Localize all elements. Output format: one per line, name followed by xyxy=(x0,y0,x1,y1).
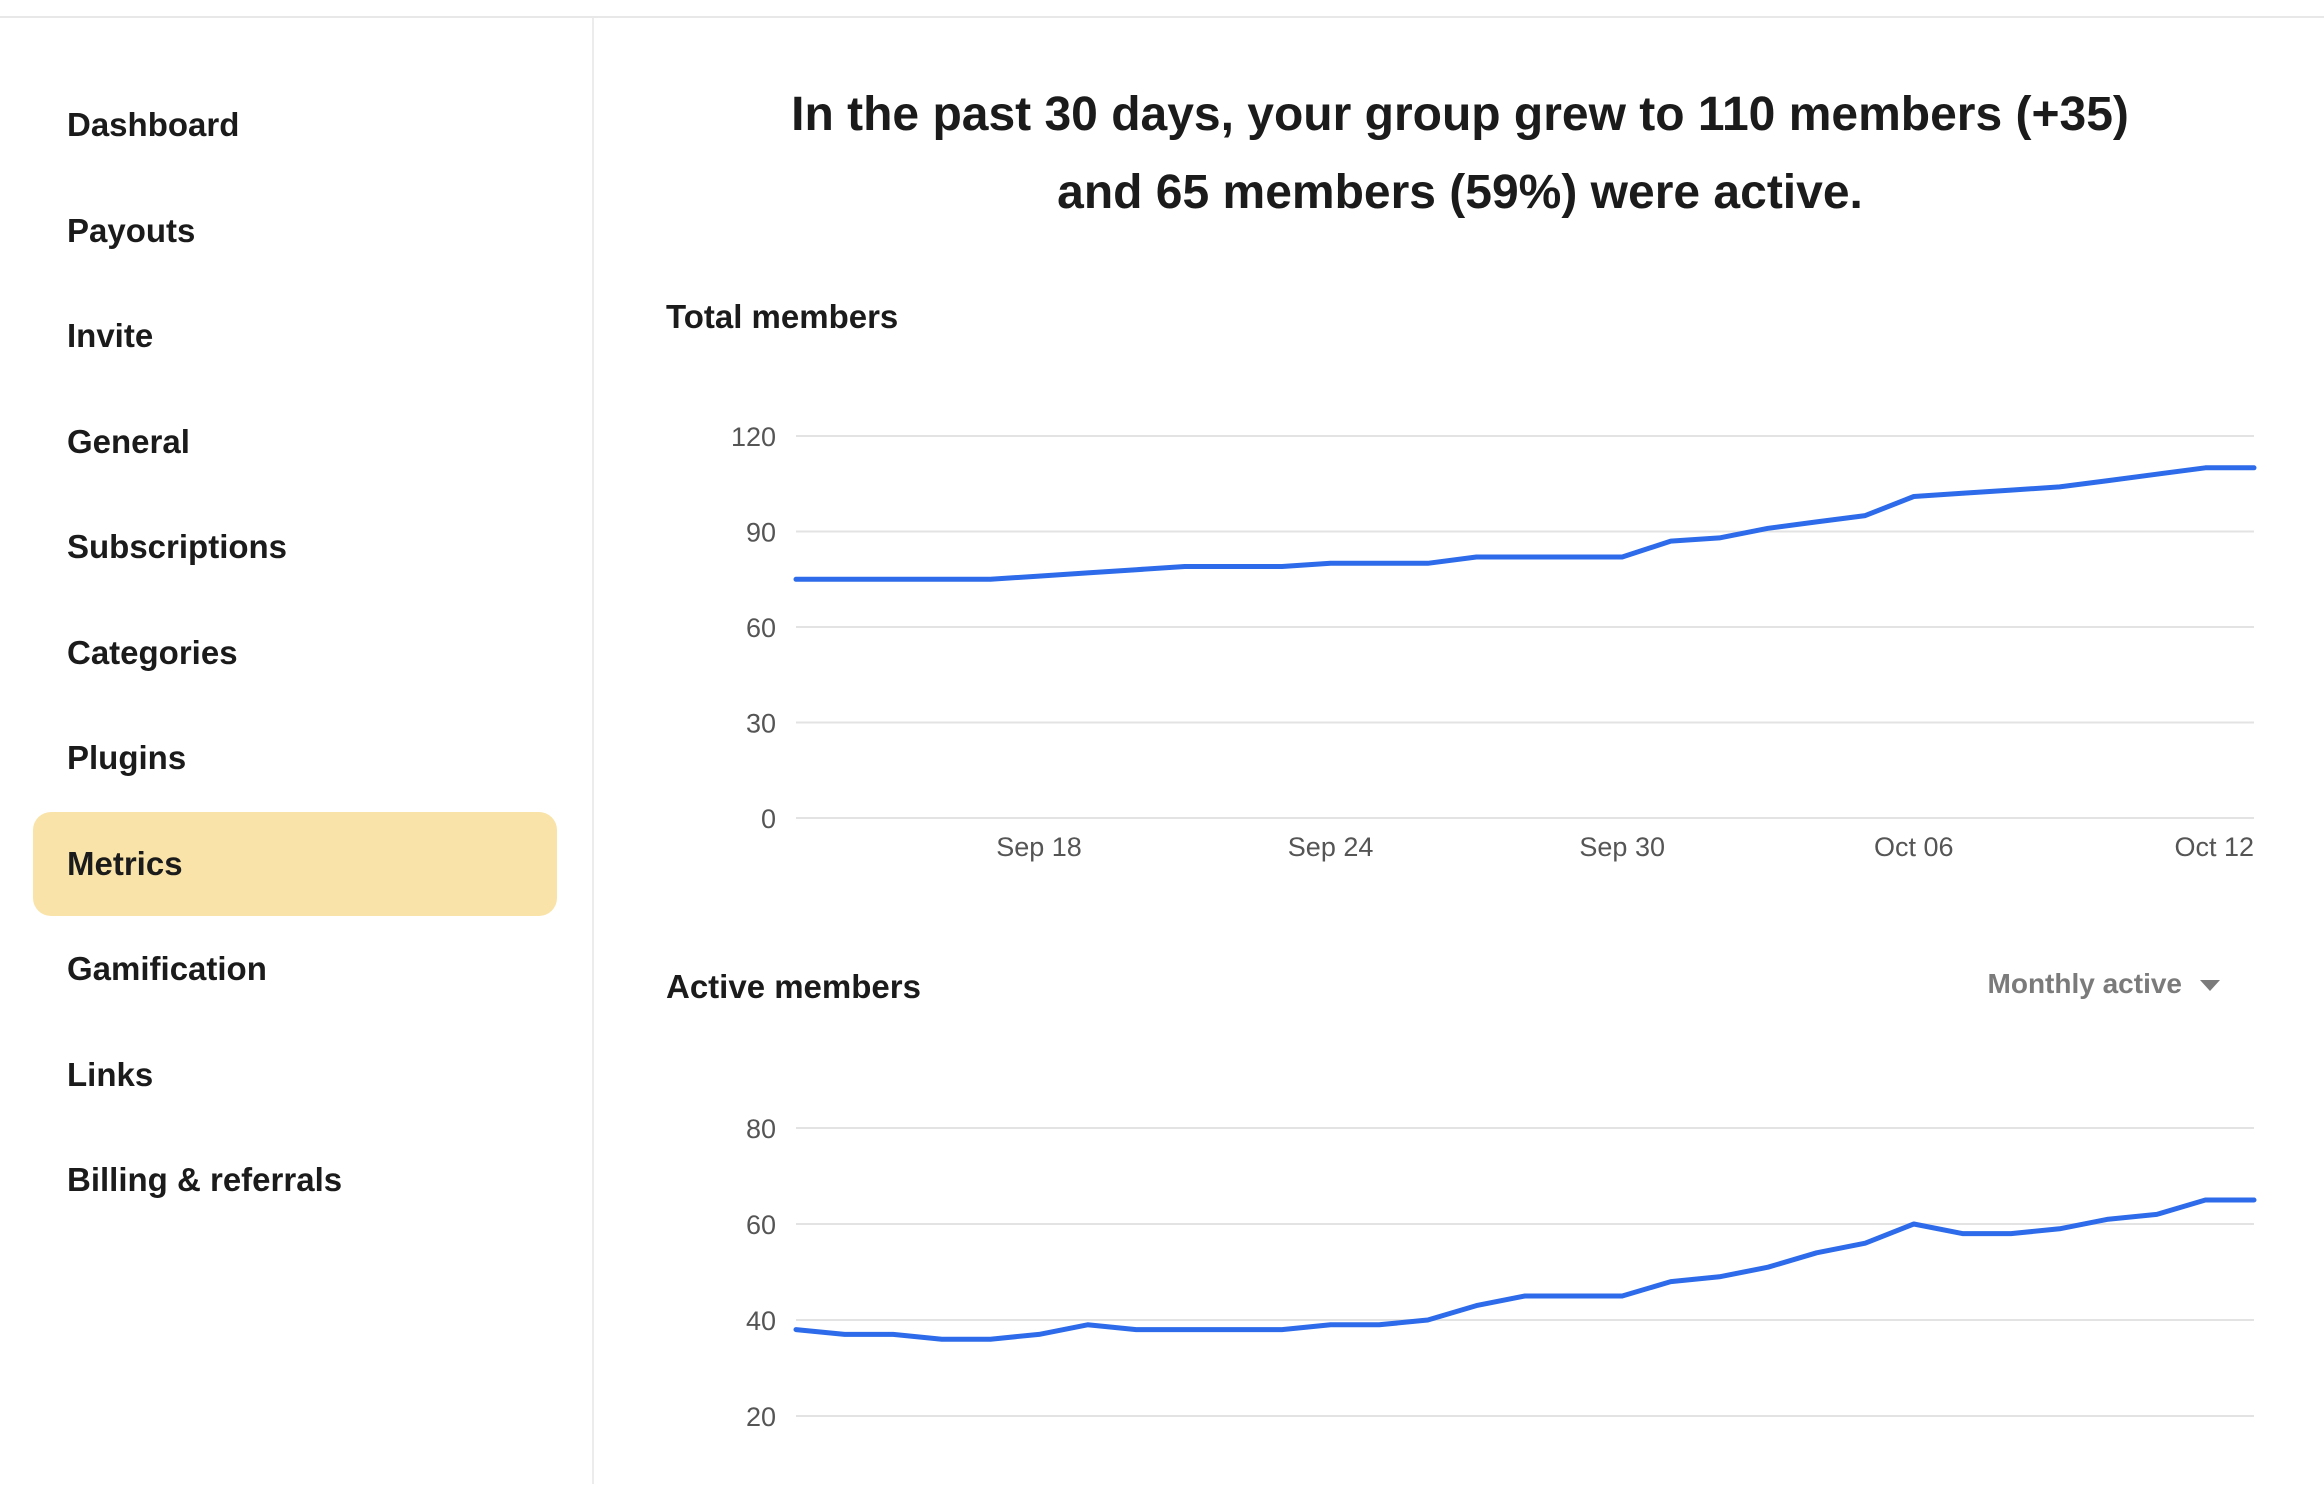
active-members-title: Active members xyxy=(666,968,921,1005)
sidebar-item-plugins[interactable]: Plugins xyxy=(67,739,187,776)
chevron-down-icon xyxy=(2200,980,2220,991)
sidebar-item-subscriptions[interactable]: Subscriptions xyxy=(67,528,288,565)
top-border xyxy=(0,0,2324,18)
y-tick-label: 30 xyxy=(746,709,776,739)
y-tick-label: 0 xyxy=(761,804,776,834)
y-tick-label: 90 xyxy=(746,518,776,548)
metrics-summary: In the past 30 days, your group grew to … xyxy=(596,76,2324,232)
sidebar-item-categories[interactable]: Categories xyxy=(67,634,238,671)
sidebar-item-dashboard[interactable]: Dashboard xyxy=(67,106,240,143)
y-tick-label: 60 xyxy=(746,613,776,643)
x-tick-label: Sep 24 xyxy=(1288,832,1374,862)
sidebar-item-links[interactable]: Links xyxy=(67,1056,154,1093)
y-tick-label: 20 xyxy=(746,1402,776,1432)
x-tick-label: Oct 06 xyxy=(1874,832,1954,862)
metrics-main: In the past 30 days, your group grew to … xyxy=(596,18,2324,1484)
active-members-chart: 20 40 60 80 xyxy=(746,1114,2257,1432)
sidebar-item-general[interactable]: General xyxy=(67,423,190,460)
x-tick-label: Sep 18 xyxy=(996,832,1082,862)
total-members-chart: 0 30 60 90 120 Sep 18 Sep 24 Sep 30 Oct 06 Oct 12 xyxy=(731,422,2257,862)
active-period-label: Monthly active xyxy=(1987,968,2182,999)
sidebar-item-invite[interactable]: Invite xyxy=(67,317,154,354)
summary-line-1: In the past 30 days, your group grew to … xyxy=(791,88,2129,141)
y-tick-label: 80 xyxy=(746,1114,776,1144)
sidebar-item-metrics[interactable]: Metrics xyxy=(33,812,557,916)
total-members-title: Total members xyxy=(666,298,899,335)
sidebar-item-payouts[interactable]: Payouts xyxy=(67,212,196,249)
sidebar: Dashboard Payouts Invite General Subscri… xyxy=(0,18,594,1484)
series-line xyxy=(793,465,2257,582)
y-tick-label: 40 xyxy=(746,1306,776,1336)
x-tick-label: Sep 30 xyxy=(1579,832,1665,862)
active-period-dropdown[interactable]: Monthly active xyxy=(1988,968,2220,1000)
sidebar-item-billing-referrals[interactable]: Billing & referrals xyxy=(67,1161,343,1198)
y-tick-label: 60 xyxy=(746,1210,776,1240)
y-tick-label: 120 xyxy=(731,422,776,452)
summary-line-2: and 65 members (59%) were active. xyxy=(1057,166,1863,219)
sidebar-item-gamification[interactable]: Gamification xyxy=(67,950,267,987)
x-tick-label: Oct 12 xyxy=(2174,832,2254,862)
series-line xyxy=(793,1197,2257,1342)
